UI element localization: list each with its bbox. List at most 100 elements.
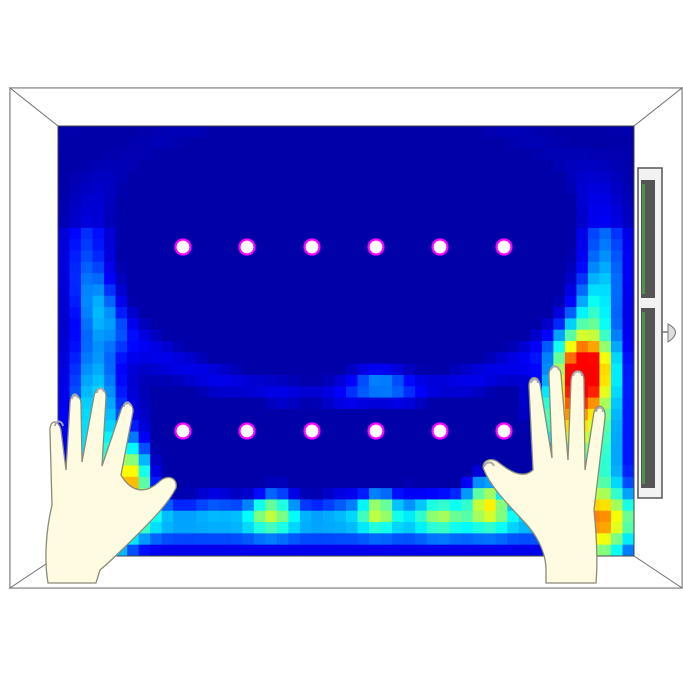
heatmap-cell bbox=[276, 374, 289, 387]
heatmap-cell bbox=[622, 159, 634, 172]
heatmap-cell bbox=[622, 148, 634, 161]
heatmap-cell bbox=[369, 442, 382, 455]
heatmap-cell bbox=[461, 431, 474, 444]
wall-lamp-icon bbox=[662, 323, 676, 343]
heatmap-cell bbox=[184, 544, 197, 556]
heatmap-cell bbox=[242, 216, 255, 229]
heatmap-cell bbox=[288, 227, 301, 240]
heatmap-cell bbox=[357, 250, 370, 263]
heatmap-cell bbox=[242, 522, 255, 534]
heatmap-cell bbox=[426, 182, 439, 195]
heatmap-cell bbox=[610, 363, 624, 376]
heatmap-cell bbox=[599, 261, 612, 274]
heatmap-cell bbox=[461, 261, 474, 274]
heatmap-cell bbox=[507, 171, 520, 184]
heatmap-cell bbox=[230, 227, 243, 240]
heatmap-cell bbox=[81, 261, 94, 274]
heatmap-cell bbox=[369, 148, 382, 161]
heatmap-cell bbox=[369, 488, 382, 501]
heatmap-cell bbox=[346, 295, 359, 308]
heatmap-cell bbox=[288, 431, 301, 444]
heatmap-cell bbox=[265, 295, 278, 308]
heatmap-cell bbox=[449, 193, 462, 206]
heatmap-cell bbox=[161, 329, 174, 342]
heatmap-cell bbox=[161, 318, 174, 331]
heatmap-cell bbox=[184, 250, 197, 263]
heatmap-cell bbox=[449, 431, 462, 444]
heatmap-cell bbox=[357, 420, 370, 433]
heatmap-cell bbox=[622, 397, 634, 410]
heatmap-cell bbox=[610, 261, 624, 274]
heatmap-cell bbox=[564, 227, 577, 240]
heatmap-cell bbox=[253, 261, 266, 274]
heatmap-cell bbox=[518, 261, 531, 274]
heatmap-cell bbox=[322, 488, 336, 501]
heatmap-cell bbox=[518, 522, 531, 534]
heatmap-cell bbox=[230, 261, 243, 274]
heatmap-cell bbox=[69, 137, 82, 150]
heatmap-cell bbox=[380, 239, 393, 252]
heatmap-cell bbox=[115, 374, 128, 387]
heatmap-cell bbox=[518, 205, 531, 218]
heatmap-cell bbox=[484, 431, 497, 444]
heatmap-cell bbox=[334, 341, 347, 353]
heatmap-cell bbox=[484, 408, 497, 421]
heatmap-cell bbox=[230, 295, 243, 308]
heatmap-cell bbox=[299, 126, 313, 138]
heatmap-cell bbox=[392, 408, 405, 421]
heatmap-cell bbox=[253, 442, 266, 455]
heatmap-cell bbox=[138, 544, 151, 556]
heatmap-cell bbox=[438, 250, 451, 263]
heatmap-cell bbox=[207, 341, 220, 353]
heatmap-cell bbox=[553, 261, 566, 274]
heatmap-cell bbox=[461, 386, 474, 399]
heatmap-cell bbox=[253, 454, 266, 467]
heatmap-cell bbox=[380, 442, 393, 455]
heatmap-cell bbox=[357, 182, 370, 195]
heatmap-cell bbox=[472, 171, 485, 184]
heatmap-cell bbox=[253, 227, 266, 240]
heatmap-cell bbox=[219, 261, 232, 274]
heatmap-cell bbox=[219, 420, 232, 433]
heatmap-cell bbox=[69, 193, 82, 206]
heatmap-cell bbox=[461, 363, 474, 376]
heatmap-cell bbox=[334, 397, 347, 410]
heatmap-cell bbox=[426, 126, 439, 138]
heatmap-cell bbox=[495, 295, 508, 308]
heatmap-cell bbox=[69, 386, 82, 399]
heatmap-cell bbox=[472, 522, 485, 534]
heatmap-cell bbox=[403, 329, 416, 342]
heatmap-cell bbox=[576, 193, 589, 206]
heatmap-cell bbox=[507, 374, 520, 387]
heatmap-cell bbox=[610, 476, 624, 489]
heatmap-cell bbox=[138, 182, 151, 195]
heatmap-cell bbox=[299, 488, 313, 501]
heatmap-cell bbox=[230, 352, 243, 365]
heatmap-cell bbox=[265, 239, 278, 252]
heatmap-cell bbox=[161, 159, 174, 172]
heatmap-cell bbox=[599, 363, 612, 376]
heatmap-cell bbox=[322, 397, 336, 410]
heatmap-cell bbox=[507, 126, 520, 138]
heatmap-cell bbox=[472, 239, 485, 252]
heatmap-cell bbox=[461, 171, 474, 184]
heatmap-cell bbox=[541, 227, 554, 240]
heatmap-cell bbox=[415, 499, 428, 512]
heatmap-cell bbox=[495, 363, 508, 376]
heatmap-cell bbox=[322, 216, 336, 229]
heatmap-cell bbox=[392, 341, 405, 353]
heatmap-cell bbox=[357, 352, 370, 365]
heatmap-cell bbox=[530, 341, 543, 353]
heatmap-cell bbox=[357, 171, 370, 184]
heatmap-cell bbox=[184, 295, 197, 308]
heatmap-cell bbox=[530, 227, 543, 240]
heatmap-cell bbox=[357, 431, 370, 444]
heatmap-cell bbox=[219, 397, 232, 410]
heatmap-cell bbox=[219, 250, 232, 263]
heatmap-cell bbox=[219, 522, 232, 534]
heatmap-cell bbox=[449, 239, 462, 252]
heatmap-cell bbox=[322, 431, 336, 444]
heatmap-cell bbox=[610, 510, 624, 523]
heatmap-cell bbox=[92, 284, 105, 297]
heatmap-cell bbox=[346, 239, 359, 252]
